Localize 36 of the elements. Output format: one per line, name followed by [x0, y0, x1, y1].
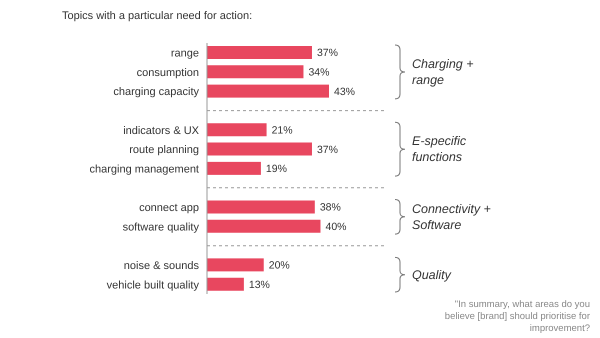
y-tick-label: range — [170, 48, 199, 60]
data-label: 34% — [308, 66, 330, 79]
data-label: 20% — [268, 260, 290, 272]
data-label: 40% — [325, 220, 347, 233]
bar — [207, 123, 267, 136]
text: E-specific functions — [412, 133, 468, 166]
bar — [207, 220, 320, 233]
y-tick-label: indicators & UX — [123, 124, 200, 137]
data-label: 38% — [320, 202, 341, 214]
data-label: 19% — [266, 163, 287, 176]
data-label: 37% — [316, 144, 338, 156]
bar — [207, 84, 329, 98]
y-tick-label: software quality — [122, 221, 200, 234]
bar — [207, 200, 315, 214]
data-label: 37% — [316, 47, 338, 60]
bar — [207, 142, 312, 156]
bar — [207, 162, 261, 175]
y-tick-label: charging capacity — [113, 86, 200, 98]
y-tick-label: consumption — [136, 66, 199, 79]
text: Charging + range — [412, 56, 474, 88]
y-tick-label: route planning — [129, 144, 199, 156]
data-label: 13% — [248, 278, 270, 291]
text: Quality — [412, 266, 452, 283]
bar — [207, 46, 312, 59]
bar — [207, 65, 304, 78]
chart-title: Topics with a particular need for action: — [62, 10, 252, 22]
y-tick-label: charging management — [90, 163, 199, 176]
data-label: 43% — [334, 86, 356, 98]
bar — [207, 278, 244, 291]
text: Connectivity + Software — [412, 200, 492, 233]
bar — [207, 258, 264, 272]
text: "In summary, what areas do you believe [brand] should prioritise for improvement? — [444, 299, 590, 335]
y-tick-label: noise & sounds — [124, 260, 200, 272]
y-tick-label: connect app — [139, 202, 199, 214]
y-tick-label: vehicle built quality — [106, 279, 200, 292]
data-label: 21% — [272, 124, 293, 136]
